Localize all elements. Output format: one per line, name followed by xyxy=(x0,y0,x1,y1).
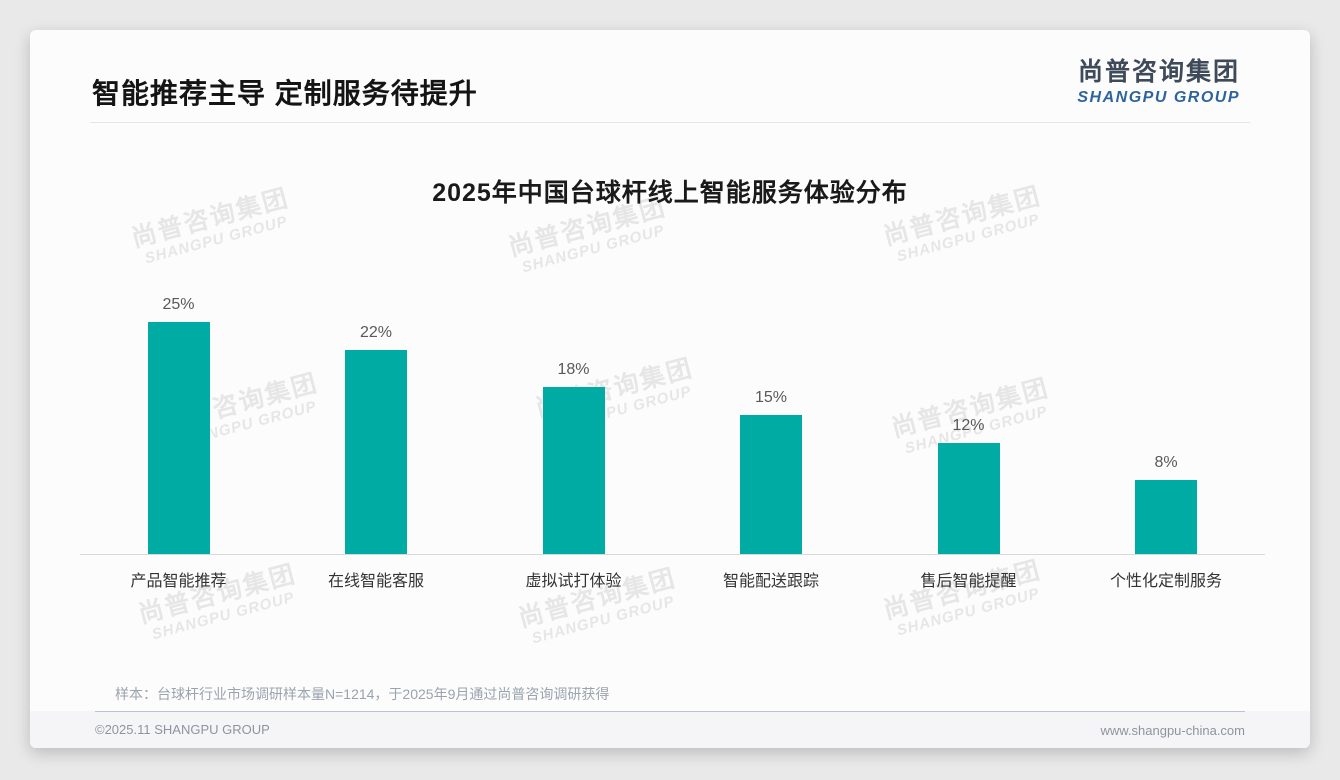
bar-value-label: 22% xyxy=(359,324,393,341)
website-url: www.shangpu-china.com xyxy=(1100,723,1245,738)
logo-english-name: SHANGPU GROUP xyxy=(1077,89,1240,106)
page-title: 智能推荐主导 定制服务待提升 xyxy=(92,78,478,109)
chart-title: 2025年中国台球杆线上智能服务体验分布 xyxy=(432,179,908,207)
company-logo: 尚普咨询集团 SHANGPU GROUP xyxy=(1077,56,1240,107)
slide-card: 尚普咨询集团 SHANGPU GROUP 尚普咨询集团 SHANGPU GROUP 尚普… xyxy=(30,30,1310,748)
category-label: 智能配送跟踪 xyxy=(722,573,819,590)
category-label: 虚拟试打体验 xyxy=(525,573,622,590)
footer: ©2025.11 SHANGPU GROUP www.shangpu-china… xyxy=(30,711,1310,748)
footer-divider xyxy=(95,711,1245,712)
bar-售后智能提醒 xyxy=(937,443,1000,554)
bar-个性化定制服务 xyxy=(1135,480,1197,554)
logo-chinese-name: 尚普咨询集团 xyxy=(1077,58,1240,86)
category-label: 个性化定制服务 xyxy=(1109,573,1222,590)
category-label: 在线智能客服 xyxy=(327,573,424,590)
bar-value-label: 12% xyxy=(952,417,985,434)
sample-note: 样本：台球杆行业市场调研样本量N=1214，于2025年9月通过尚普咨询调研获得 xyxy=(115,686,610,702)
header-divider xyxy=(90,122,1250,123)
bar-value-label: 8% xyxy=(1154,454,1178,471)
bar-value-label: 15% xyxy=(754,389,788,406)
bar-value-label: 25% xyxy=(162,296,195,313)
bar-在线智能客服 xyxy=(345,350,407,554)
bar-value-label: 18% xyxy=(557,361,590,378)
x-axis-line xyxy=(80,554,1265,555)
bar-智能配送跟踪 xyxy=(740,415,802,554)
category-label: 产品智能推荐 xyxy=(130,573,227,590)
bar-虚拟试打体验 xyxy=(542,387,605,554)
bar-chart: 25% 产品智能推荐 22% 在线智能客服 18% 虚拟试打体验 15% 智能配送跟踪 12% 售… xyxy=(30,30,1310,748)
bar-产品智能推荐 xyxy=(147,322,210,554)
copyright-text: ©2025.11 SHANGPU GROUP xyxy=(95,722,270,737)
category-label: 售后智能提醒 xyxy=(920,573,1017,590)
